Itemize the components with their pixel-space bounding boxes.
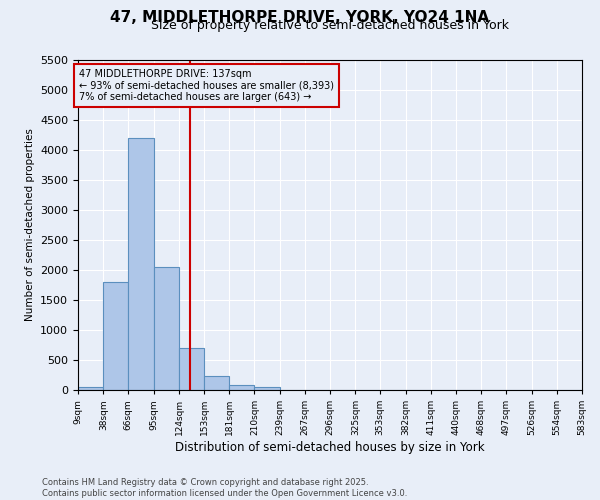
Text: 47, MIDDLETHORPE DRIVE, YORK, YO24 1NA: 47, MIDDLETHORPE DRIVE, YORK, YO24 1NA (110, 10, 490, 25)
Bar (103, 282, 128, 390)
Bar (154, 267, 179, 390)
Bar (179, 348, 205, 390)
Text: Contains HM Land Registry data © Crown copyright and database right 2025.
Contai: Contains HM Land Registry data © Crown c… (42, 478, 407, 498)
Bar (229, 384, 254, 390)
Bar (78, 387, 103, 390)
Bar (128, 138, 154, 390)
X-axis label: Distribution of semi-detached houses by size in York: Distribution of semi-detached houses by … (175, 441, 485, 454)
Title: Size of property relative to semi-detached houses in York: Size of property relative to semi-detach… (151, 20, 509, 32)
Y-axis label: Number of semi-detached properties: Number of semi-detached properties (25, 128, 35, 322)
Text: 47 MIDDLETHORPE DRIVE: 137sqm
← 93% of semi-detached houses are smaller (8,393)
: 47 MIDDLETHORPE DRIVE: 137sqm ← 93% of s… (79, 69, 334, 102)
Bar (205, 376, 229, 390)
Bar (254, 387, 280, 390)
